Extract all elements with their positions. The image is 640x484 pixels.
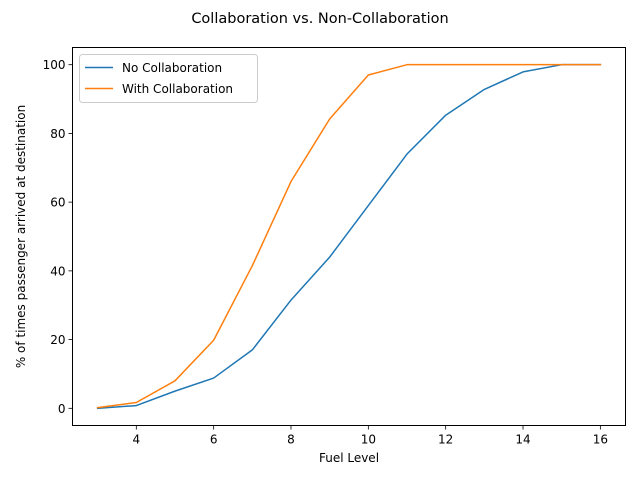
x-tick-label: 6 bbox=[210, 433, 218, 447]
legend: No Collaboration With Collaboration bbox=[79, 54, 258, 103]
series-line-with-collaboration bbox=[96, 63, 602, 409]
series-line-no-collaboration bbox=[96, 63, 602, 410]
x-tick-label: 10 bbox=[361, 433, 376, 447]
x-tick-label: 8 bbox=[287, 433, 295, 447]
legend-label: With Collaboration bbox=[122, 82, 233, 96]
y-tick-label: 80 bbox=[50, 127, 65, 141]
y-tick-label: 20 bbox=[50, 333, 65, 347]
y-axis-label: % of times passenger arrived at destinat… bbox=[14, 105, 28, 368]
x-tick-label: 14 bbox=[515, 433, 530, 447]
legend-label: No Collaboration bbox=[122, 61, 222, 75]
x-tick-label: 4 bbox=[132, 433, 140, 447]
y-tick-label: 40 bbox=[50, 264, 65, 278]
y-tick-label: 100 bbox=[43, 58, 66, 72]
y-tick-label: 60 bbox=[50, 196, 65, 210]
x-tick-label: 12 bbox=[438, 433, 453, 447]
chart-title: Collaboration vs. Non-Collaboration bbox=[191, 11, 448, 27]
axes-frame bbox=[72, 47, 626, 426]
y-tick-label: 0 bbox=[58, 402, 66, 416]
x-tick-label: 16 bbox=[593, 433, 608, 447]
legend-box bbox=[79, 54, 258, 103]
plot-area bbox=[96, 63, 602, 410]
y-axis: 0 20 40 60 80 100 bbox=[43, 58, 73, 416]
x-axis-label: Fuel Level bbox=[319, 451, 379, 465]
x-axis: 4 6 8 10 12 14 16 bbox=[132, 425, 608, 447]
